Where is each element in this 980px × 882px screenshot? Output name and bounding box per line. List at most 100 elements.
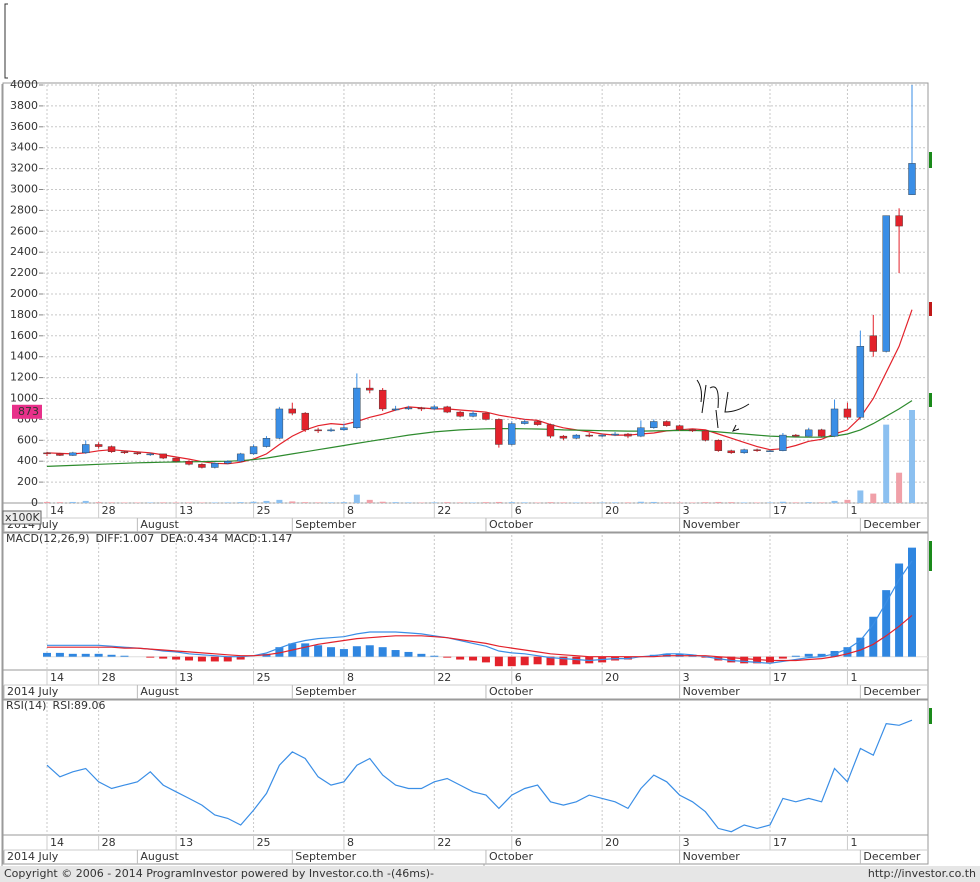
x-tick-label: 8 <box>347 671 354 684</box>
macd-bar <box>94 653 103 657</box>
macd-bar <box>507 656 516 667</box>
footer-bar <box>0 866 980 882</box>
legend-entry: RSI(14) <box>6 699 46 712</box>
month-label: September <box>295 518 356 531</box>
x-tick-label: 25 <box>257 671 271 684</box>
volume-bar <box>779 501 786 503</box>
candle-body <box>663 421 671 426</box>
candle-body <box>559 435 568 439</box>
candle-body <box>766 450 774 452</box>
volume-bar <box>328 502 335 503</box>
macd-bar <box>55 652 64 657</box>
volume-bar <box>289 501 296 503</box>
candle-body <box>185 461 193 465</box>
x-tick-label: 8 <box>347 836 354 849</box>
candle-body <box>69 452 77 456</box>
candle-body <box>908 163 916 195</box>
candle-body <box>314 429 322 432</box>
candle-body <box>56 453 64 456</box>
volume-bar <box>470 502 477 503</box>
macd-bar <box>882 590 891 657</box>
volume-bar <box>521 502 528 503</box>
month-label: November <box>683 685 741 698</box>
volume-bar <box>56 502 63 503</box>
right-marker <box>929 541 932 571</box>
volume-bar <box>650 501 657 503</box>
legend-entry: DIFF:1.007 <box>96 532 155 545</box>
macd-bar <box>843 647 852 657</box>
volume-bar <box>224 502 231 503</box>
candle-body <box>146 453 154 456</box>
volume-bar <box>870 493 877 503</box>
x-tick-label: 14 <box>50 671 64 684</box>
macd-bar <box>494 656 503 667</box>
macd-bar <box>404 651 413 657</box>
candle-body <box>624 433 632 437</box>
volume-bar <box>457 502 464 503</box>
volume-bar <box>147 502 154 503</box>
macd-bar <box>559 656 568 666</box>
month-label: November <box>683 518 741 531</box>
x-tick-label: 17 <box>773 836 787 849</box>
legend-entry: MACD(12,26,9) <box>6 532 90 545</box>
x-tick-label: 28 <box>102 671 116 684</box>
candle-body <box>249 446 258 455</box>
candle-body <box>714 440 723 451</box>
indicator-line <box>47 614 913 662</box>
x-tick-label: 1 <box>850 504 857 517</box>
candle-body <box>882 215 890 352</box>
volume-bar <box>599 502 606 503</box>
right-marker <box>929 152 932 168</box>
volume-bar <box>805 502 812 503</box>
macd-bar <box>301 643 310 657</box>
y-tick-label: 600 <box>17 433 38 446</box>
candle-body <box>869 335 877 352</box>
month-label: August <box>140 518 179 531</box>
x-tick-label: 28 <box>102 504 116 517</box>
candle-body <box>895 215 903 227</box>
candle-body <box>779 434 787 451</box>
candle-body <box>805 429 813 437</box>
macd-bar <box>236 656 245 660</box>
macd-bar <box>275 647 284 657</box>
hand-annotation <box>696 379 750 432</box>
candle-body <box>688 429 697 432</box>
candle-body <box>82 444 90 454</box>
candle-body <box>637 427 645 437</box>
candle-body <box>224 461 232 464</box>
volume-bar <box>560 502 567 503</box>
volume-bar <box>418 502 425 503</box>
volume-bar <box>237 502 244 503</box>
x-tick-label: 20 <box>605 836 619 849</box>
month-label: 2014 July <box>7 850 59 863</box>
y-tick-label: 200 <box>17 475 38 488</box>
x-tick-label: 6 <box>515 504 522 517</box>
macd-bar <box>352 646 361 657</box>
x-tick-label: 17 <box>773 504 787 517</box>
macd-bar <box>456 656 465 660</box>
macd-bar <box>43 652 51 657</box>
volume-bar <box>844 499 851 503</box>
candle-body <box>378 389 387 410</box>
y-tick-label: 3800 <box>10 99 38 112</box>
x-tick-label: 13 <box>179 671 193 684</box>
candle-body <box>469 412 477 417</box>
x-tick-label: 6 <box>515 836 522 849</box>
y-tick-label: 1200 <box>10 371 38 384</box>
x-tick-label: 3 <box>683 836 690 849</box>
x-tick-label: 13 <box>179 504 193 517</box>
candle-body <box>366 387 374 391</box>
candle-body <box>43 452 51 455</box>
volume-unit-box <box>2 510 42 525</box>
price-marker: 873 <box>18 405 39 418</box>
macd-bar <box>430 655 439 657</box>
footer-link[interactable]: http://investor.co.th <box>868 867 976 880</box>
footer-copyright: Copyright © 2006 - 2014 ProgramInvestor … <box>4 867 434 880</box>
macd-bar <box>159 656 168 659</box>
volume-bar <box>689 502 696 503</box>
macd-bar <box>727 656 736 663</box>
volume-bar <box>547 502 554 503</box>
volume-unit: x100K <box>5 511 41 524</box>
